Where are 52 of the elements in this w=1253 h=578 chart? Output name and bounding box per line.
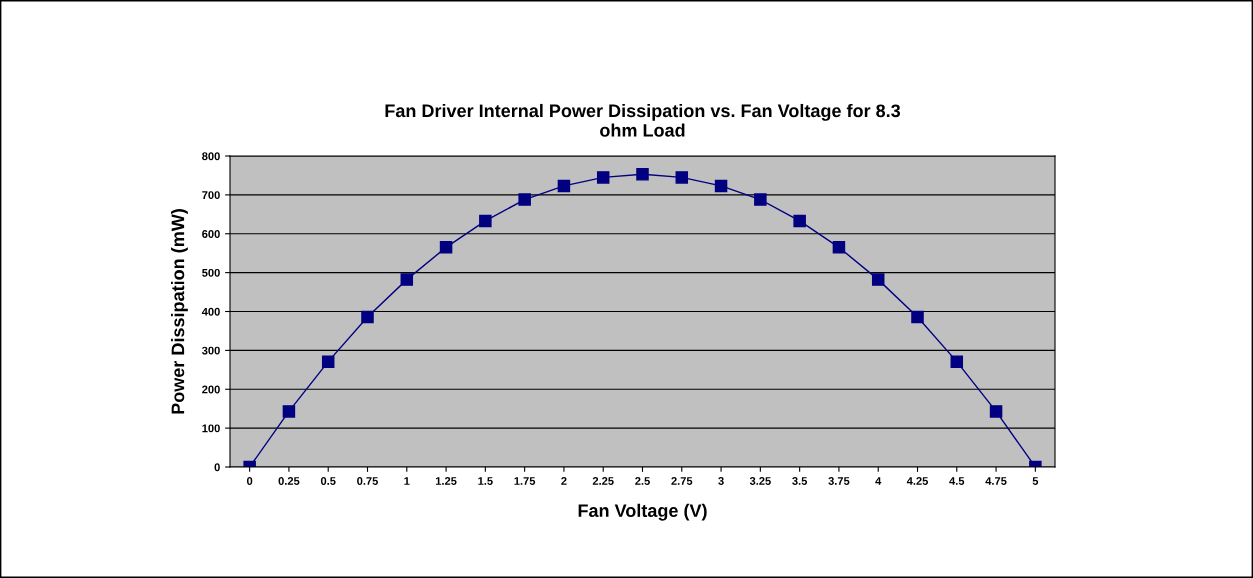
y-tick-label: 500: [202, 268, 220, 277]
x-tick-label: 2.25: [592, 477, 614, 485]
y-tick-label: 400: [201, 307, 220, 316]
point: [596, 171, 610, 184]
point: [361, 310, 374, 324]
x-axis-title: Fan Voltage (V): [578, 503, 707, 521]
x-tick-label: 3.25: [749, 477, 771, 485]
x-tick-label: 0: [246, 477, 253, 485]
x-tick-label: 4: [875, 477, 882, 485]
x-tick-label: 3: [718, 477, 724, 485]
x-tick-label: 2.5: [635, 477, 650, 485]
point: [832, 241, 846, 254]
y-axis-title: Power Dissipation (mW): [171, 209, 188, 414]
chart-title: Fan Driver Internal Power Dissipation vs. Fan Voltage for 8.3 ohm Load: [385, 103, 901, 137]
x-tick-label: 0.25: [278, 477, 300, 485]
point: [871, 273, 885, 286]
y-tick-label: 200: [202, 385, 220, 394]
point: [479, 214, 492, 228]
x-tick-label: 1.75: [514, 477, 536, 485]
x-tick-label: 5: [1032, 477, 1039, 485]
y-tick-label: 300: [202, 346, 220, 355]
point: [557, 179, 571, 193]
point: [636, 168, 649, 181]
x-tick-label: 3.5: [792, 477, 808, 485]
x-tick-label: 4.25: [906, 477, 928, 485]
point: [321, 355, 335, 368]
y-tick-label: 800: [202, 152, 220, 161]
point: [439, 241, 453, 254]
x-tick-label: 2.75: [671, 477, 693, 485]
point: [518, 193, 531, 206]
point: [793, 214, 806, 228]
point: [989, 405, 1003, 418]
point: [675, 171, 689, 184]
point: [754, 193, 767, 206]
x-tick-label: 0.75: [357, 477, 378, 485]
point: [911, 310, 924, 324]
point: [950, 355, 964, 368]
x-tick-label: 1.25: [435, 477, 457, 485]
x-tick-label: 1.5: [478, 477, 493, 485]
x-tick-label: 1: [404, 477, 410, 485]
y-tick-label: 100: [202, 424, 220, 433]
x-tick-label: 2: [561, 477, 567, 485]
point: [714, 179, 728, 193]
y-tick-label: 0: [214, 463, 220, 472]
point: [282, 405, 296, 418]
x-tick-label: 4.75: [985, 477, 1007, 485]
y-tick-label: 700: [202, 191, 220, 200]
x-tick-label: 4.5: [949, 477, 965, 485]
point: [400, 273, 414, 286]
y-tick-label: 600: [202, 230, 220, 238]
x-tick-label: 0.5: [320, 477, 336, 485]
x-tick-label: 3.75: [828, 477, 850, 485]
